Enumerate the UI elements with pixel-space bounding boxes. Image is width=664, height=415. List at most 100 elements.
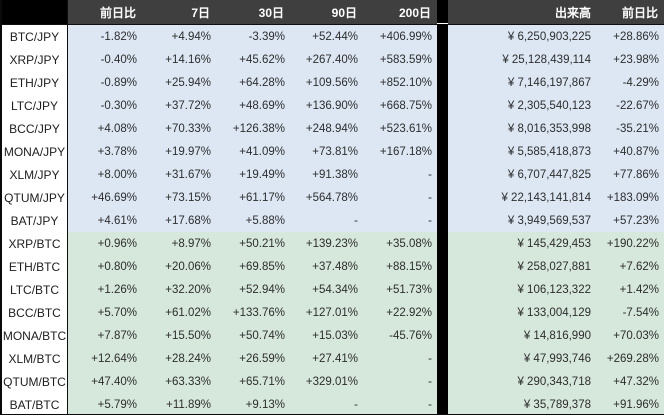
group-separator — [437, 369, 448, 393]
change-cell: +22.92% — [363, 301, 437, 324]
change-cell: +70.03% — [597, 324, 664, 347]
change-cell: -0.89% — [68, 71, 142, 94]
change-cell: +14.16% — [142, 48, 216, 71]
change-cell: +12.64% — [68, 347, 142, 370]
change-cell: -45.76% — [363, 324, 437, 347]
pair-label: BAT/JPY — [2, 209, 68, 232]
column-header-change-1d: 前日比 — [68, 0, 142, 24]
table-row: QTUM/JPY +46.69% +73.15% +61.17% +564.78% - ¥ … — [2, 185, 664, 209]
column-header-200d: 200日 — [363, 0, 437, 24]
pair-label: BAT/BTC — [2, 393, 68, 414]
volume-cell: ¥ 6,707,447,825 — [448, 163, 597, 186]
change-cell: +9.13% — [216, 393, 290, 414]
change-cell: +139.23% — [290, 232, 363, 255]
change-cell: - — [363, 347, 437, 370]
change-cell: +73.15% — [142, 186, 216, 209]
change-cell: +40.87% — [597, 140, 664, 163]
change-cell: +35.08% — [363, 232, 437, 255]
group-separator — [437, 231, 448, 255]
table-row: LTC/BTC +1.26% +32.20% +52.94% +54.34% +51.73… — [2, 277, 664, 301]
change-cell: +57.23% — [597, 209, 664, 232]
change-cell: +329.01% — [290, 370, 363, 393]
pair-label: QTUM/BTC — [2, 370, 68, 393]
pair-label: ETH/JPY — [2, 71, 68, 94]
change-cell: +523.61% — [363, 117, 437, 140]
table-row: XRP/JPY -0.40% +14.16% +45.62% +267.40% +583.… — [2, 47, 664, 71]
change-cell: +19.49% — [216, 163, 290, 186]
volume-cell: ¥ 3,949,569,537 — [448, 209, 597, 232]
change-cell: -0.40% — [68, 48, 142, 71]
column-header-volume: 出来高 — [448, 0, 597, 24]
change-cell: +5.88% — [216, 209, 290, 232]
group-separator — [437, 139, 448, 163]
volume-cell: ¥ 47,993,746 — [448, 347, 597, 370]
change-cell: - — [363, 163, 437, 186]
table-header-row: 前日比 7日 30日 90日 200日 出来高 前日比 — [2, 0, 664, 24]
pair-label: BCC/BTC — [2, 301, 68, 324]
table-body: BTC/JPY -1.82% +4.94% -3.39% +52.44% +406.99%… — [2, 24, 664, 414]
change-cell: +61.17% — [216, 186, 290, 209]
column-header-30d: 30日 — [216, 0, 290, 24]
volume-cell: ¥ 133,004,129 — [448, 301, 597, 324]
change-cell: +4.61% — [68, 209, 142, 232]
change-cell: +7.87% — [68, 324, 142, 347]
change-cell: +17.68% — [142, 209, 216, 232]
change-cell: +91.38% — [290, 163, 363, 186]
table-row: BCC/JPY +4.08% +70.33% +126.38% +248.94% +523… — [2, 116, 664, 140]
pair-label: QTUM/JPY — [2, 186, 68, 209]
change-cell: +1.26% — [68, 278, 142, 301]
change-cell: +183.09% — [597, 186, 664, 209]
change-cell: +25.94% — [142, 71, 216, 94]
group-separator — [437, 116, 448, 140]
pair-label: BCC/JPY — [2, 117, 68, 140]
change-cell: +4.08% — [68, 117, 142, 140]
change-cell: +52.94% — [216, 278, 290, 301]
volume-cell: ¥ 5,585,418,873 — [448, 140, 597, 163]
group-separator — [437, 93, 448, 117]
change-cell: +47.40% — [68, 370, 142, 393]
table-row: BAT/BTC +5.79% +11.89% +9.13% - - ¥ 35,789,378… — [2, 392, 664, 414]
table-row: XLM/BTC +12.64% +28.24% +26.59% +27.41% - ¥ 47… — [2, 346, 664, 370]
change-cell: +28.24% — [142, 347, 216, 370]
pair-label: XRP/JPY — [2, 48, 68, 71]
change-cell: +37.48% — [290, 255, 363, 278]
column-header-7d: 7日 — [142, 0, 216, 24]
table-row: MONA/BTC +7.87% +15.50% +50.74% +15.03% -45.7… — [2, 323, 664, 347]
change-cell: +65.71% — [216, 370, 290, 393]
change-cell: +852.10% — [363, 71, 437, 94]
volume-cell: ¥ 22,143,141,814 — [448, 186, 597, 209]
change-cell: +20.06% — [142, 255, 216, 278]
change-cell: +23.98% — [597, 48, 664, 71]
group-separator — [437, 185, 448, 209]
change-cell: -35.21% — [597, 117, 664, 140]
change-cell: +45.62% — [216, 48, 290, 71]
column-header-90d: 90日 — [290, 0, 363, 24]
table-row: ETH/JPY -0.89% +25.94% +64.28% +109.56% +852.… — [2, 70, 664, 94]
change-cell: +190.22% — [597, 232, 664, 255]
change-cell: +5.70% — [68, 301, 142, 324]
change-cell: - — [290, 209, 363, 232]
change-cell: +0.80% — [68, 255, 142, 278]
pair-label: BTC/JPY — [2, 25, 68, 48]
change-cell: - — [363, 370, 437, 393]
group-separator — [437, 277, 448, 301]
change-cell: -0.30% — [68, 94, 142, 117]
pair-label: ETH/BTC — [2, 255, 68, 278]
change-cell: +63.33% — [142, 370, 216, 393]
pair-label: LTC/BTC — [2, 278, 68, 301]
volume-cell: ¥ 258,027,881 — [448, 255, 597, 278]
change-cell: +7.62% — [597, 255, 664, 278]
change-cell: +91.96% — [597, 393, 664, 414]
change-cell: +267.40% — [290, 48, 363, 71]
group-separator — [437, 254, 448, 278]
table-row: XRP/BTC +0.96% +8.97% +50.21% +139.23% +35.08… — [2, 231, 664, 255]
change-cell: +248.94% — [290, 117, 363, 140]
change-cell: +52.44% — [290, 25, 363, 48]
change-cell: +26.59% — [216, 347, 290, 370]
change-cell: - — [290, 393, 363, 414]
change-cell: +15.03% — [290, 324, 363, 347]
change-cell: +54.34% — [290, 278, 363, 301]
group-separator — [437, 162, 448, 186]
volume-cell: ¥ 2,305,540,123 — [448, 94, 597, 117]
